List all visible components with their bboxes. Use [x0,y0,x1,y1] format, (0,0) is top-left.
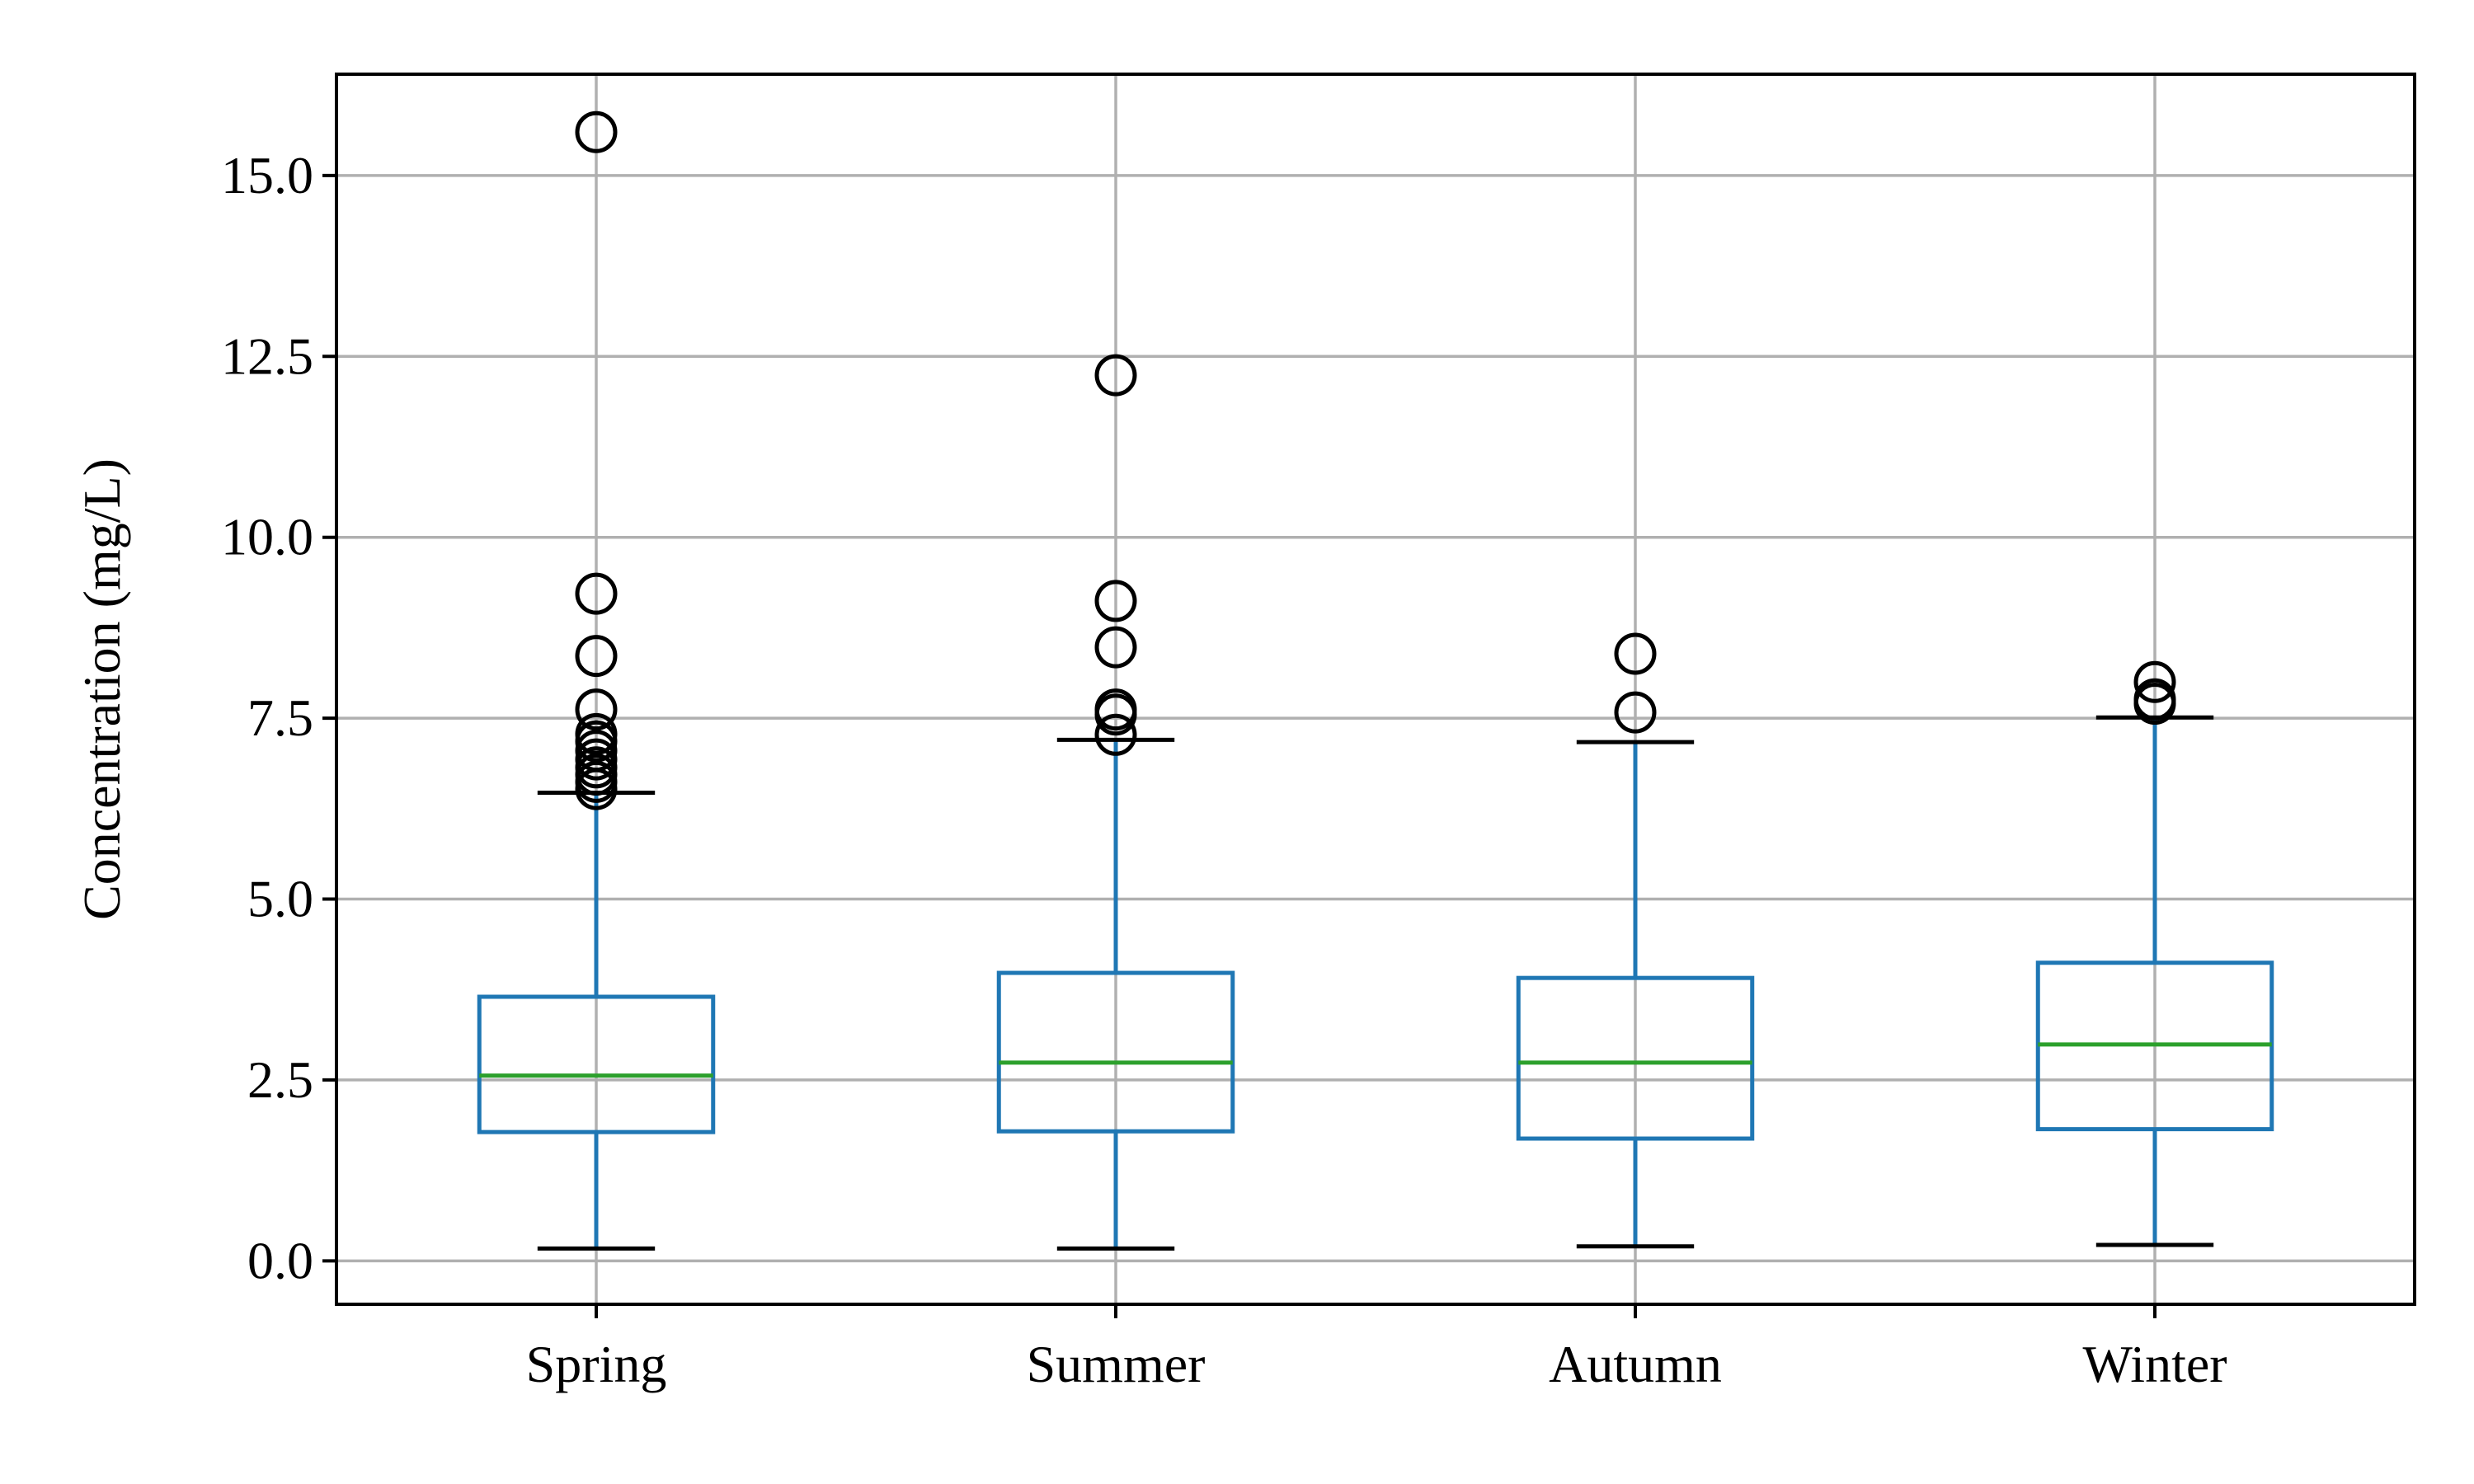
outlier-point [575,688,618,731]
x-tick-label: Winter [2082,1335,2227,1393]
outlier-point [2133,683,2176,726]
outlier-point [1614,691,1657,734]
y-tick-label: 7.5 [247,688,313,747]
axis-ticks: 0.0 2.5 5.0 7.5 10.0 12.5 15.0 Spring Summer Autu… [221,146,2227,1393]
y-tick-label: 12.5 [221,326,313,385]
box-summer [996,354,1235,1251]
outlier-point [575,635,618,678]
y-tick-label: 0.0 [247,1231,313,1289]
outlier-point [575,720,618,763]
outlier-point [1094,713,1137,756]
box-autumn [1516,632,1755,1249]
interquartile-box [1516,975,1755,1141]
interquartile-box [996,970,1235,1134]
box-series [477,110,2274,1251]
outlier-point [1094,354,1137,397]
y-tick-label: 15.0 [221,146,313,204]
x-tick-label: Autumn [1549,1335,1722,1393]
outlier-point [575,768,618,810]
x-tick-label: Spring [526,1335,667,1393]
y-tick-label: 5.0 [247,870,313,928]
outlier-point [575,572,618,615]
interquartile-box [477,994,716,1134]
outlier-point [1094,580,1137,622]
outlier-point [1094,693,1137,736]
y-axis-label: Concentration (mg/L) [73,458,131,920]
box-spring [477,110,716,1251]
outlier-point [2133,660,2176,703]
box-winter [2035,660,2274,1247]
y-tick-label: 2.5 [247,1050,313,1109]
x-tick-label: Summer [1027,1335,1206,1393]
outlier-point [1094,626,1137,669]
plot-frame [335,73,2416,1306]
outlier-point [575,110,618,153]
grid-lines [336,74,2415,1304]
outlier-point [1614,632,1657,675]
y-tick-label: 10.0 [221,508,313,566]
